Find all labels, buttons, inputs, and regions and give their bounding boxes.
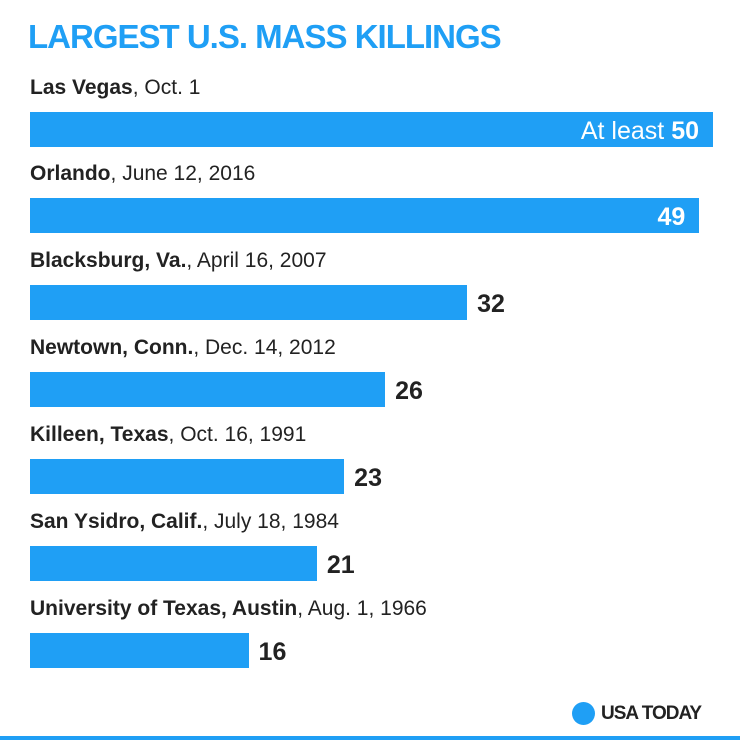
place-name: University of Texas, Austin xyxy=(30,597,298,620)
bar xyxy=(30,633,249,668)
bottom-rule xyxy=(0,736,740,740)
bar xyxy=(30,546,317,581)
logo-text: USA TODAY xyxy=(601,702,702,724)
data-label: 16 xyxy=(258,638,287,666)
bar xyxy=(30,198,700,233)
data-label: 32 xyxy=(477,290,505,318)
event-date: July 18, 1984 xyxy=(214,510,339,533)
bar xyxy=(30,285,468,320)
bar xyxy=(30,372,386,407)
event-date: Dec. 14, 2012 xyxy=(205,336,336,359)
bar xyxy=(30,459,345,494)
bar-label: San Ysidro, Calif., July 18, 1984 xyxy=(30,510,339,533)
chart-title: LARGEST U.S. MASS KILLINGS xyxy=(28,18,502,55)
place-name: Killeen, Texas xyxy=(30,423,169,446)
place-name: Las Vegas xyxy=(30,76,133,99)
place-name: Blacksburg, Va. xyxy=(30,249,187,272)
logo-dot-icon xyxy=(572,702,595,725)
place-name: San Ysidro, Calif. xyxy=(30,510,203,533)
place-name: Orlando xyxy=(30,162,111,185)
bar-label: Blacksburg, Va., April 16, 2007 xyxy=(30,249,327,272)
bar xyxy=(30,112,713,147)
event-date: Aug. 1, 1966 xyxy=(307,597,427,620)
bar-label: Newtown, Conn., Dec. 14, 2012 xyxy=(30,336,336,359)
event-date: April 16, 2007 xyxy=(196,249,327,272)
bar-label: University of Texas, Austin, Aug. 1, 196… xyxy=(30,597,427,620)
place-name: Newtown, Conn. xyxy=(30,336,194,359)
data-label: 21 xyxy=(326,551,355,579)
event-date: June 12, 2016 xyxy=(122,162,256,185)
event-date: Oct. 1 xyxy=(144,76,201,99)
bar-label: Killeen, Texas, Oct. 16, 1991 xyxy=(30,423,307,446)
bar-label: Orlando, June 12, 2016 xyxy=(30,162,256,185)
data-label: 49 xyxy=(657,203,686,231)
bar-label: Las Vegas, Oct. 1 xyxy=(30,76,201,99)
event-date: Oct. 16, 1991 xyxy=(180,423,307,446)
data-label: 26 xyxy=(395,377,423,405)
data-label: At least 50 xyxy=(580,117,699,145)
usa-today-logo: USA TODAY xyxy=(572,702,702,725)
data-label: 23 xyxy=(354,464,382,492)
